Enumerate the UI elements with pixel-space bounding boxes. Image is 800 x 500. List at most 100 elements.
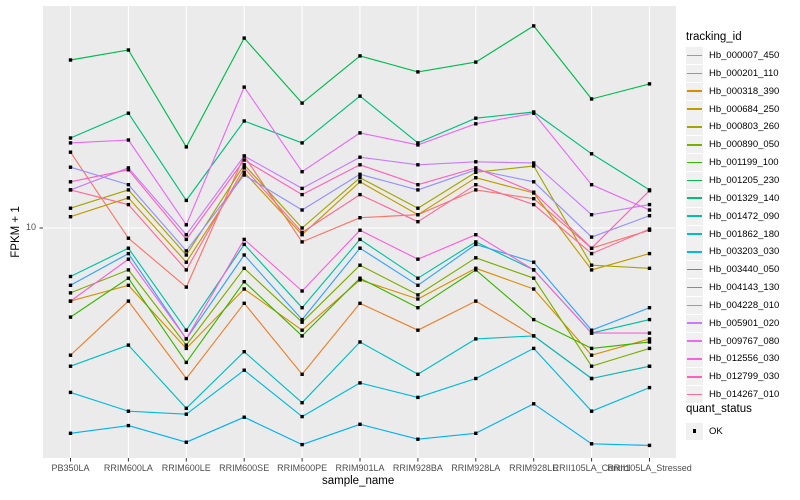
legend-item-label: Hb_000684_250 — [709, 103, 780, 115]
legend-key-line-icon — [686, 207, 703, 225]
data-point — [68, 136, 73, 140]
data-point — [589, 442, 594, 446]
data-point — [242, 158, 246, 162]
data-point — [300, 414, 304, 419]
data-point — [532, 402, 536, 406]
legend-item-label: Hb_004143_130 — [709, 282, 780, 294]
data-point — [184, 249, 188, 253]
legend-key-line-icon — [686, 296, 703, 314]
data-point — [126, 196, 131, 200]
data-point — [68, 274, 73, 279]
data-point — [242, 163, 246, 167]
data-point — [416, 283, 420, 287]
data-point — [300, 289, 304, 293]
legend-key-line-icon — [686, 261, 703, 279]
data-point — [358, 176, 362, 180]
data-point — [474, 122, 478, 126]
legend-item-Hb_004228_010: Hb_004228_010 — [686, 296, 779, 314]
data-point — [474, 242, 478, 247]
data-point — [647, 251, 652, 256]
legend-item-label: Hb_000803_260 — [709, 121, 780, 133]
data-point — [589, 235, 594, 239]
data-point — [647, 317, 652, 322]
data-point — [532, 161, 536, 165]
data-point — [184, 376, 188, 381]
data-point — [474, 256, 478, 260]
data-point — [126, 283, 131, 287]
data-point — [647, 385, 652, 390]
data-point — [242, 350, 246, 354]
legend-item-Hb_000803_260: Hb_000803_260 — [686, 118, 779, 136]
x-tick-label: RRIM600LA — [103, 463, 153, 473]
legend-key-line-icon — [686, 189, 703, 207]
data-point — [589, 331, 594, 335]
data-point — [358, 276, 362, 280]
data-point — [647, 202, 652, 207]
data-point — [300, 226, 304, 230]
data-point — [474, 160, 478, 164]
data-point — [126, 188, 131, 192]
data-point — [416, 220, 420, 224]
data-point — [300, 401, 304, 405]
data-point — [184, 268, 188, 272]
legend-item-Hb_000318_390: Hb_000318_390 — [686, 82, 779, 100]
data-point — [184, 253, 188, 257]
data-point — [474, 176, 478, 180]
data-point — [474, 233, 478, 237]
legend-item-label: Hb_009767_080 — [709, 335, 780, 347]
data-point — [300, 233, 304, 237]
legend-key-line-icon — [686, 225, 703, 243]
data-point — [474, 60, 478, 64]
data-point — [647, 331, 652, 335]
y-axis-title: FPKM + 1 — [10, 206, 22, 258]
legend-key-line-icon — [686, 154, 703, 172]
legend-item-Hb_001862_180: Hb_001862_180 — [686, 225, 779, 243]
data-point — [126, 423, 131, 428]
data-point — [647, 340, 652, 344]
data-point — [532, 190, 536, 194]
data-point — [68, 390, 73, 395]
legend-key-line-icon — [686, 64, 703, 82]
legend-key-line-icon — [686, 279, 703, 297]
data-point — [532, 276, 536, 280]
data-point — [647, 227, 652, 231]
data-point — [474, 299, 478, 303]
data-point — [589, 409, 594, 413]
data-point — [589, 364, 594, 368]
data-point — [358, 246, 362, 250]
data-point — [532, 180, 536, 184]
data-point — [300, 192, 304, 197]
data-point — [474, 166, 478, 170]
data-point — [416, 213, 420, 217]
data-point — [184, 412, 188, 416]
data-point — [647, 337, 652, 341]
data-point — [589, 251, 594, 256]
y-axis-tick-label: 10 — [25, 222, 36, 232]
x-tick-label: RRIM928LE — [509, 463, 559, 473]
x-tick-label: RRIM928LA — [451, 463, 501, 473]
data-point — [358, 278, 362, 282]
data-point — [300, 230, 304, 235]
data-point — [589, 246, 594, 250]
data-point — [242, 166, 246, 170]
legend-item-Hb_009767_080: Hb_009767_080 — [686, 332, 779, 350]
legend-item-label: Hb_001862_180 — [709, 228, 780, 240]
data-point — [300, 317, 304, 322]
data-point — [242, 237, 246, 242]
data-point — [532, 268, 536, 272]
legend-item-label: Hb_012556_030 — [709, 353, 780, 365]
data-point — [589, 328, 594, 332]
data-point — [242, 173, 246, 177]
data-point — [184, 343, 188, 347]
data-point — [68, 299, 73, 303]
data-point — [68, 165, 73, 169]
data-point — [647, 266, 652, 270]
legend-item-Hb_000684_250: Hb_000684_250 — [686, 100, 779, 118]
data-point — [589, 353, 594, 357]
data-point — [532, 287, 536, 291]
data-point — [184, 145, 188, 149]
legend-item-label: Hb_014267_010 — [709, 389, 780, 401]
data-point — [358, 228, 362, 232]
data-point — [184, 328, 188, 332]
legend-item-Hb_003203_030: Hb_003203_030 — [686, 243, 779, 261]
